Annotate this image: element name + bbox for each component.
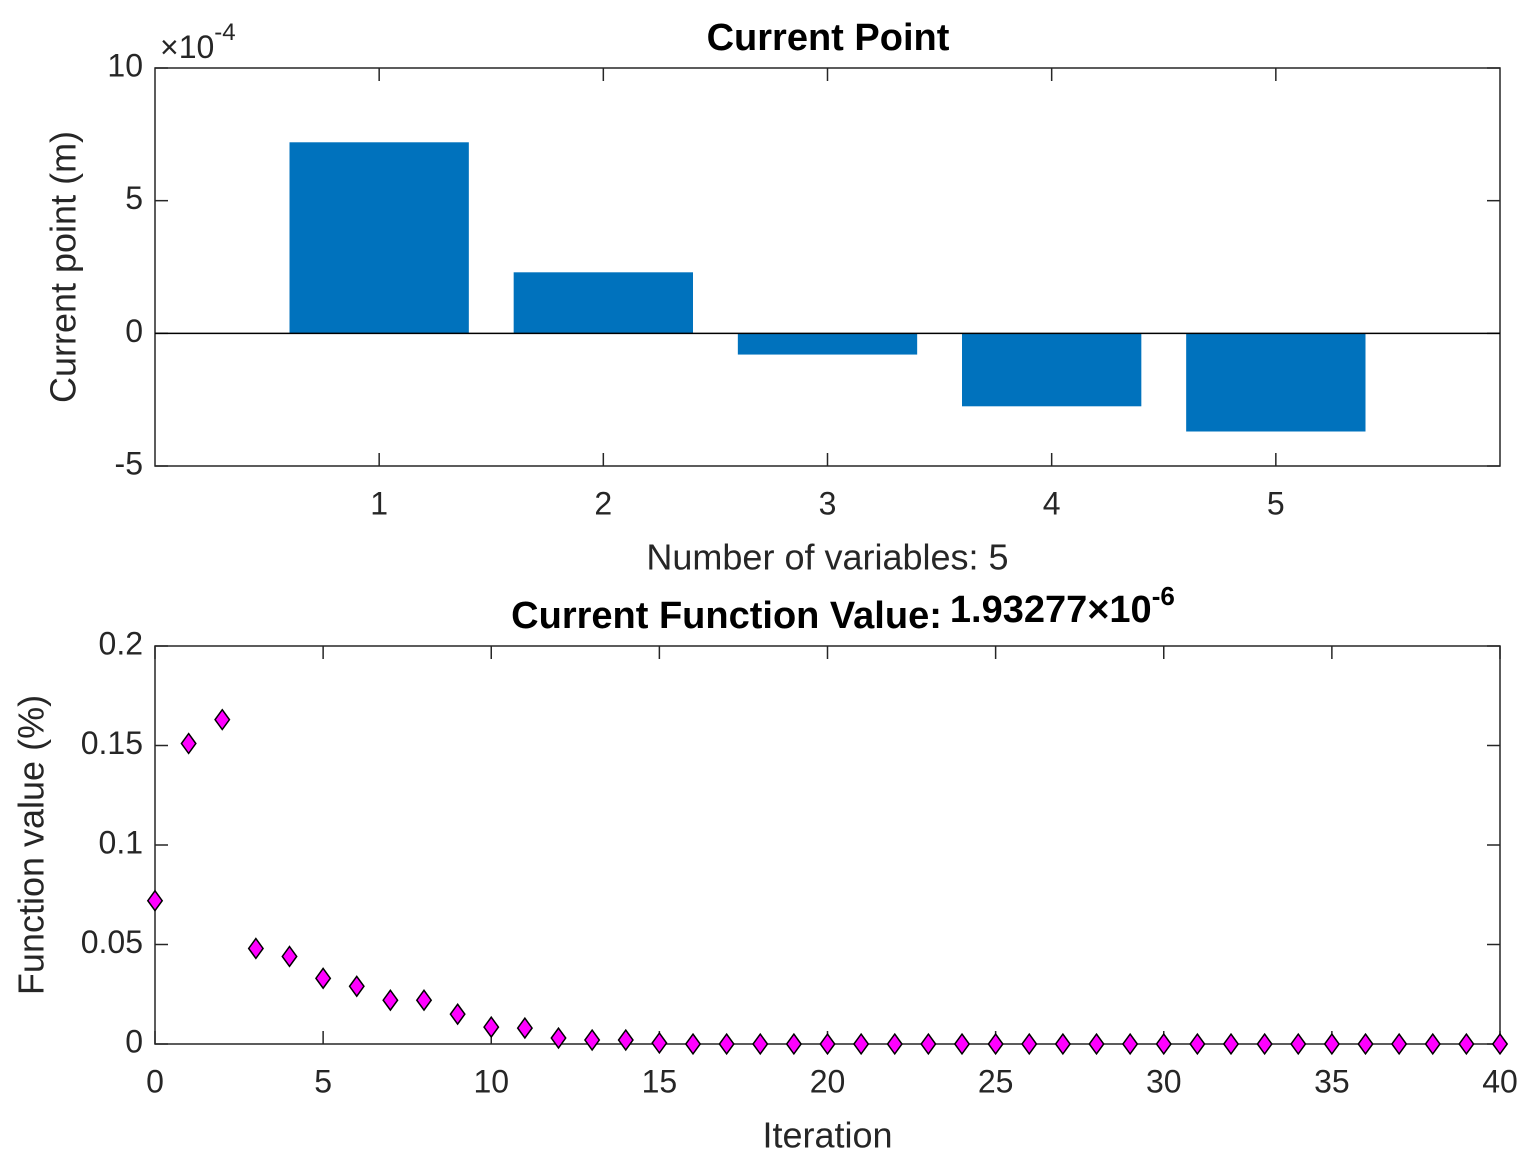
- chart-title: Current Point: [707, 17, 950, 59]
- marker: [382, 989, 399, 1012]
- x-tick-label: 15: [642, 1063, 678, 1099]
- marker: [718, 1032, 735, 1056]
- marker: [1424, 1032, 1441, 1056]
- marker: [1323, 1032, 1340, 1056]
- y-tick-label: 0.1: [99, 824, 143, 860]
- marker: [281, 945, 298, 968]
- x-axis-label: Iteration: [762, 1115, 892, 1156]
- x-tick-label: 1: [370, 485, 388, 521]
- marker: [146, 889, 164, 912]
- multiplier-base: ×10: [160, 29, 214, 65]
- marker: [651, 1031, 668, 1055]
- axis-multiplier: ×10-4: [160, 19, 236, 65]
- bar: [289, 142, 469, 334]
- marker: [1491, 1032, 1509, 1056]
- marker: [1021, 1032, 1038, 1056]
- marker: [684, 1032, 702, 1056]
- marker: [1458, 1032, 1475, 1056]
- marker: [415, 989, 433, 1012]
- marker: [516, 1016, 534, 1040]
- chart-title: Current Function Value: 1.93277×10-6: [511, 581, 1175, 637]
- title-text: Current Function Value:: [511, 595, 942, 637]
- marker: [1122, 1032, 1139, 1056]
- marker: [987, 1032, 1004, 1056]
- marker: [1222, 1032, 1240, 1056]
- marker: [819, 1032, 836, 1056]
- x-tick-label: 25: [978, 1063, 1014, 1099]
- marker: [1357, 1032, 1374, 1056]
- marker: [1290, 1032, 1307, 1056]
- marker: [752, 1032, 769, 1056]
- marker: [1391, 1032, 1408, 1056]
- marker: [617, 1028, 634, 1052]
- x-tick-label: 4: [1043, 485, 1061, 521]
- marker: [483, 1015, 500, 1039]
- y-tick-label: 0.2: [99, 625, 143, 661]
- marker: [1054, 1032, 1071, 1056]
- x-tick-label: 35: [1314, 1063, 1350, 1099]
- marker: [886, 1032, 903, 1056]
- marker: [1088, 1032, 1105, 1056]
- marker: [1189, 1032, 1206, 1056]
- y-axis-label: Function value (%): [11, 695, 52, 995]
- x-tick-label: 5: [1267, 485, 1285, 521]
- x-tick-label: 30: [1146, 1063, 1182, 1099]
- marker: [953, 1032, 971, 1056]
- x-tick-label: 3: [819, 485, 837, 521]
- x-tick-label: 20: [810, 1063, 846, 1099]
- y-tick-label: 0.05: [81, 924, 143, 960]
- bar: [1186, 333, 1366, 432]
- bar: [737, 333, 918, 355]
- x-tick-label: 0: [146, 1063, 164, 1099]
- marker: [449, 1002, 466, 1026]
- marker: [1256, 1032, 1273, 1056]
- plot-area: [154, 645, 1501, 1045]
- y-tick-label: -5: [115, 445, 143, 481]
- marker: [583, 1028, 601, 1052]
- marker: [314, 967, 332, 990]
- y-axis-label: Current point (m): [43, 131, 84, 403]
- y-tick-label: 0: [125, 313, 143, 349]
- x-tick-label: 40: [1482, 1063, 1518, 1099]
- marker: [550, 1026, 567, 1050]
- marker: [920, 1032, 937, 1056]
- x-axis-label: Number of variables: 5: [646, 537, 1008, 578]
- title-value: 1.93277×10: [950, 589, 1152, 631]
- bar: [962, 333, 1142, 407]
- bar: [513, 272, 693, 334]
- y-tick-label: 5: [125, 180, 143, 216]
- marker: [348, 975, 365, 998]
- x-tick-label: 2: [594, 485, 612, 521]
- marker: [852, 1032, 870, 1056]
- marker: [180, 732, 197, 755]
- marker: [785, 1032, 803, 1056]
- y-tick-label: 0.15: [81, 725, 143, 761]
- x-tick-label: 5: [314, 1063, 332, 1099]
- y-tick-label: 10: [107, 47, 143, 83]
- marker: [214, 708, 231, 731]
- marker: [247, 937, 265, 960]
- marker: [1155, 1032, 1172, 1056]
- y-tick-label: 0: [125, 1023, 143, 1059]
- x-tick-label: 10: [473, 1063, 509, 1099]
- multiplier-exponent: -4: [214, 19, 235, 46]
- title-exponent: -6: [1152, 581, 1175, 611]
